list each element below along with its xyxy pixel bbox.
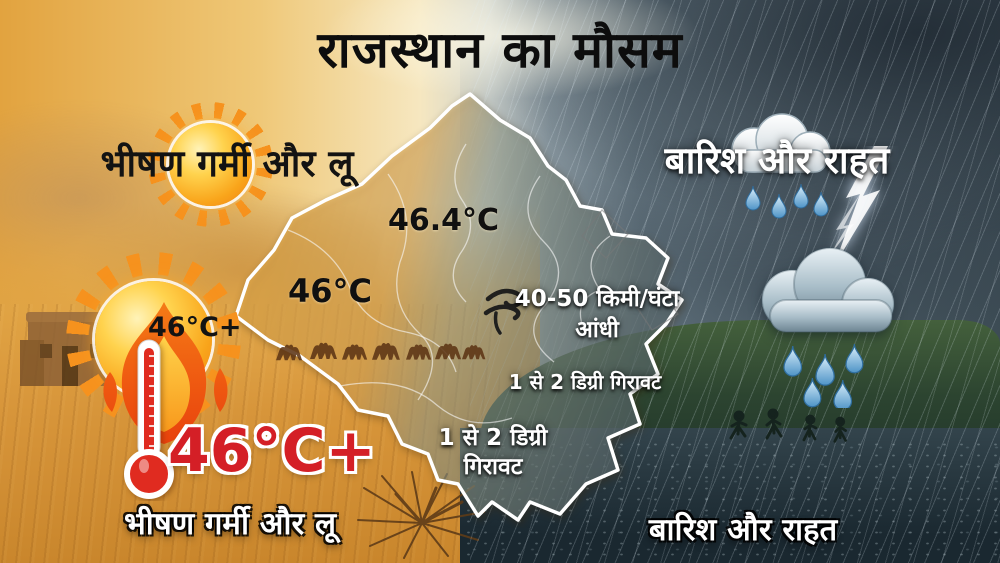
dried-bush-icon — [357, 471, 485, 559]
caption-heat: भीषण गर्मी और लू — [124, 506, 336, 542]
wind-gust-icon — [483, 288, 524, 335]
label-wind-line1: 40-50 किमी/घंटा — [514, 286, 680, 312]
label-temp-drop-south-line2: गिरावट — [463, 454, 523, 480]
storm-rain-cloud-icon — [761, 247, 895, 408]
label-temp-west: 46°C — [288, 272, 373, 310]
headline-heat: भीषण गर्मी और लू — [100, 142, 354, 185]
map-outline — [234, 92, 684, 522]
label-temp-north: 46.4°C — [388, 203, 500, 238]
temp-badge-large: 46°C+ — [168, 416, 376, 486]
lightning-icon — [828, 146, 888, 266]
headline-sun-core — [169, 123, 252, 206]
rajasthan-map — [234, 92, 684, 522]
temp-badge-small: 46°C+ — [148, 312, 242, 343]
thermometer-icon — [124, 339, 174, 499]
page-title: राजस्थान का मौसम — [317, 21, 683, 79]
headline-rain: बारिश और राहत — [664, 139, 890, 182]
district-borders — [287, 143, 679, 424]
label-temp-drop-east: 1 से 2 डिग्री गिरावट — [508, 370, 662, 394]
label-temp-drop-south: 1 से 2 डिग्री गिरावट — [418, 424, 568, 482]
headline-rain-cloud-icon — [731, 113, 831, 219]
caption-rain: बारिश और राहत — [648, 512, 838, 548]
label-wind-speed: 40-50 किमी/घंटा आंधी — [512, 284, 682, 346]
title-glow-decor — [300, 0, 720, 120]
label-temp-drop-south-line1: 1 से 2 डिग्री — [438, 425, 548, 451]
label-wind-line2: आंधी — [575, 317, 619, 343]
people-in-rain-silhouettes — [729, 408, 847, 443]
